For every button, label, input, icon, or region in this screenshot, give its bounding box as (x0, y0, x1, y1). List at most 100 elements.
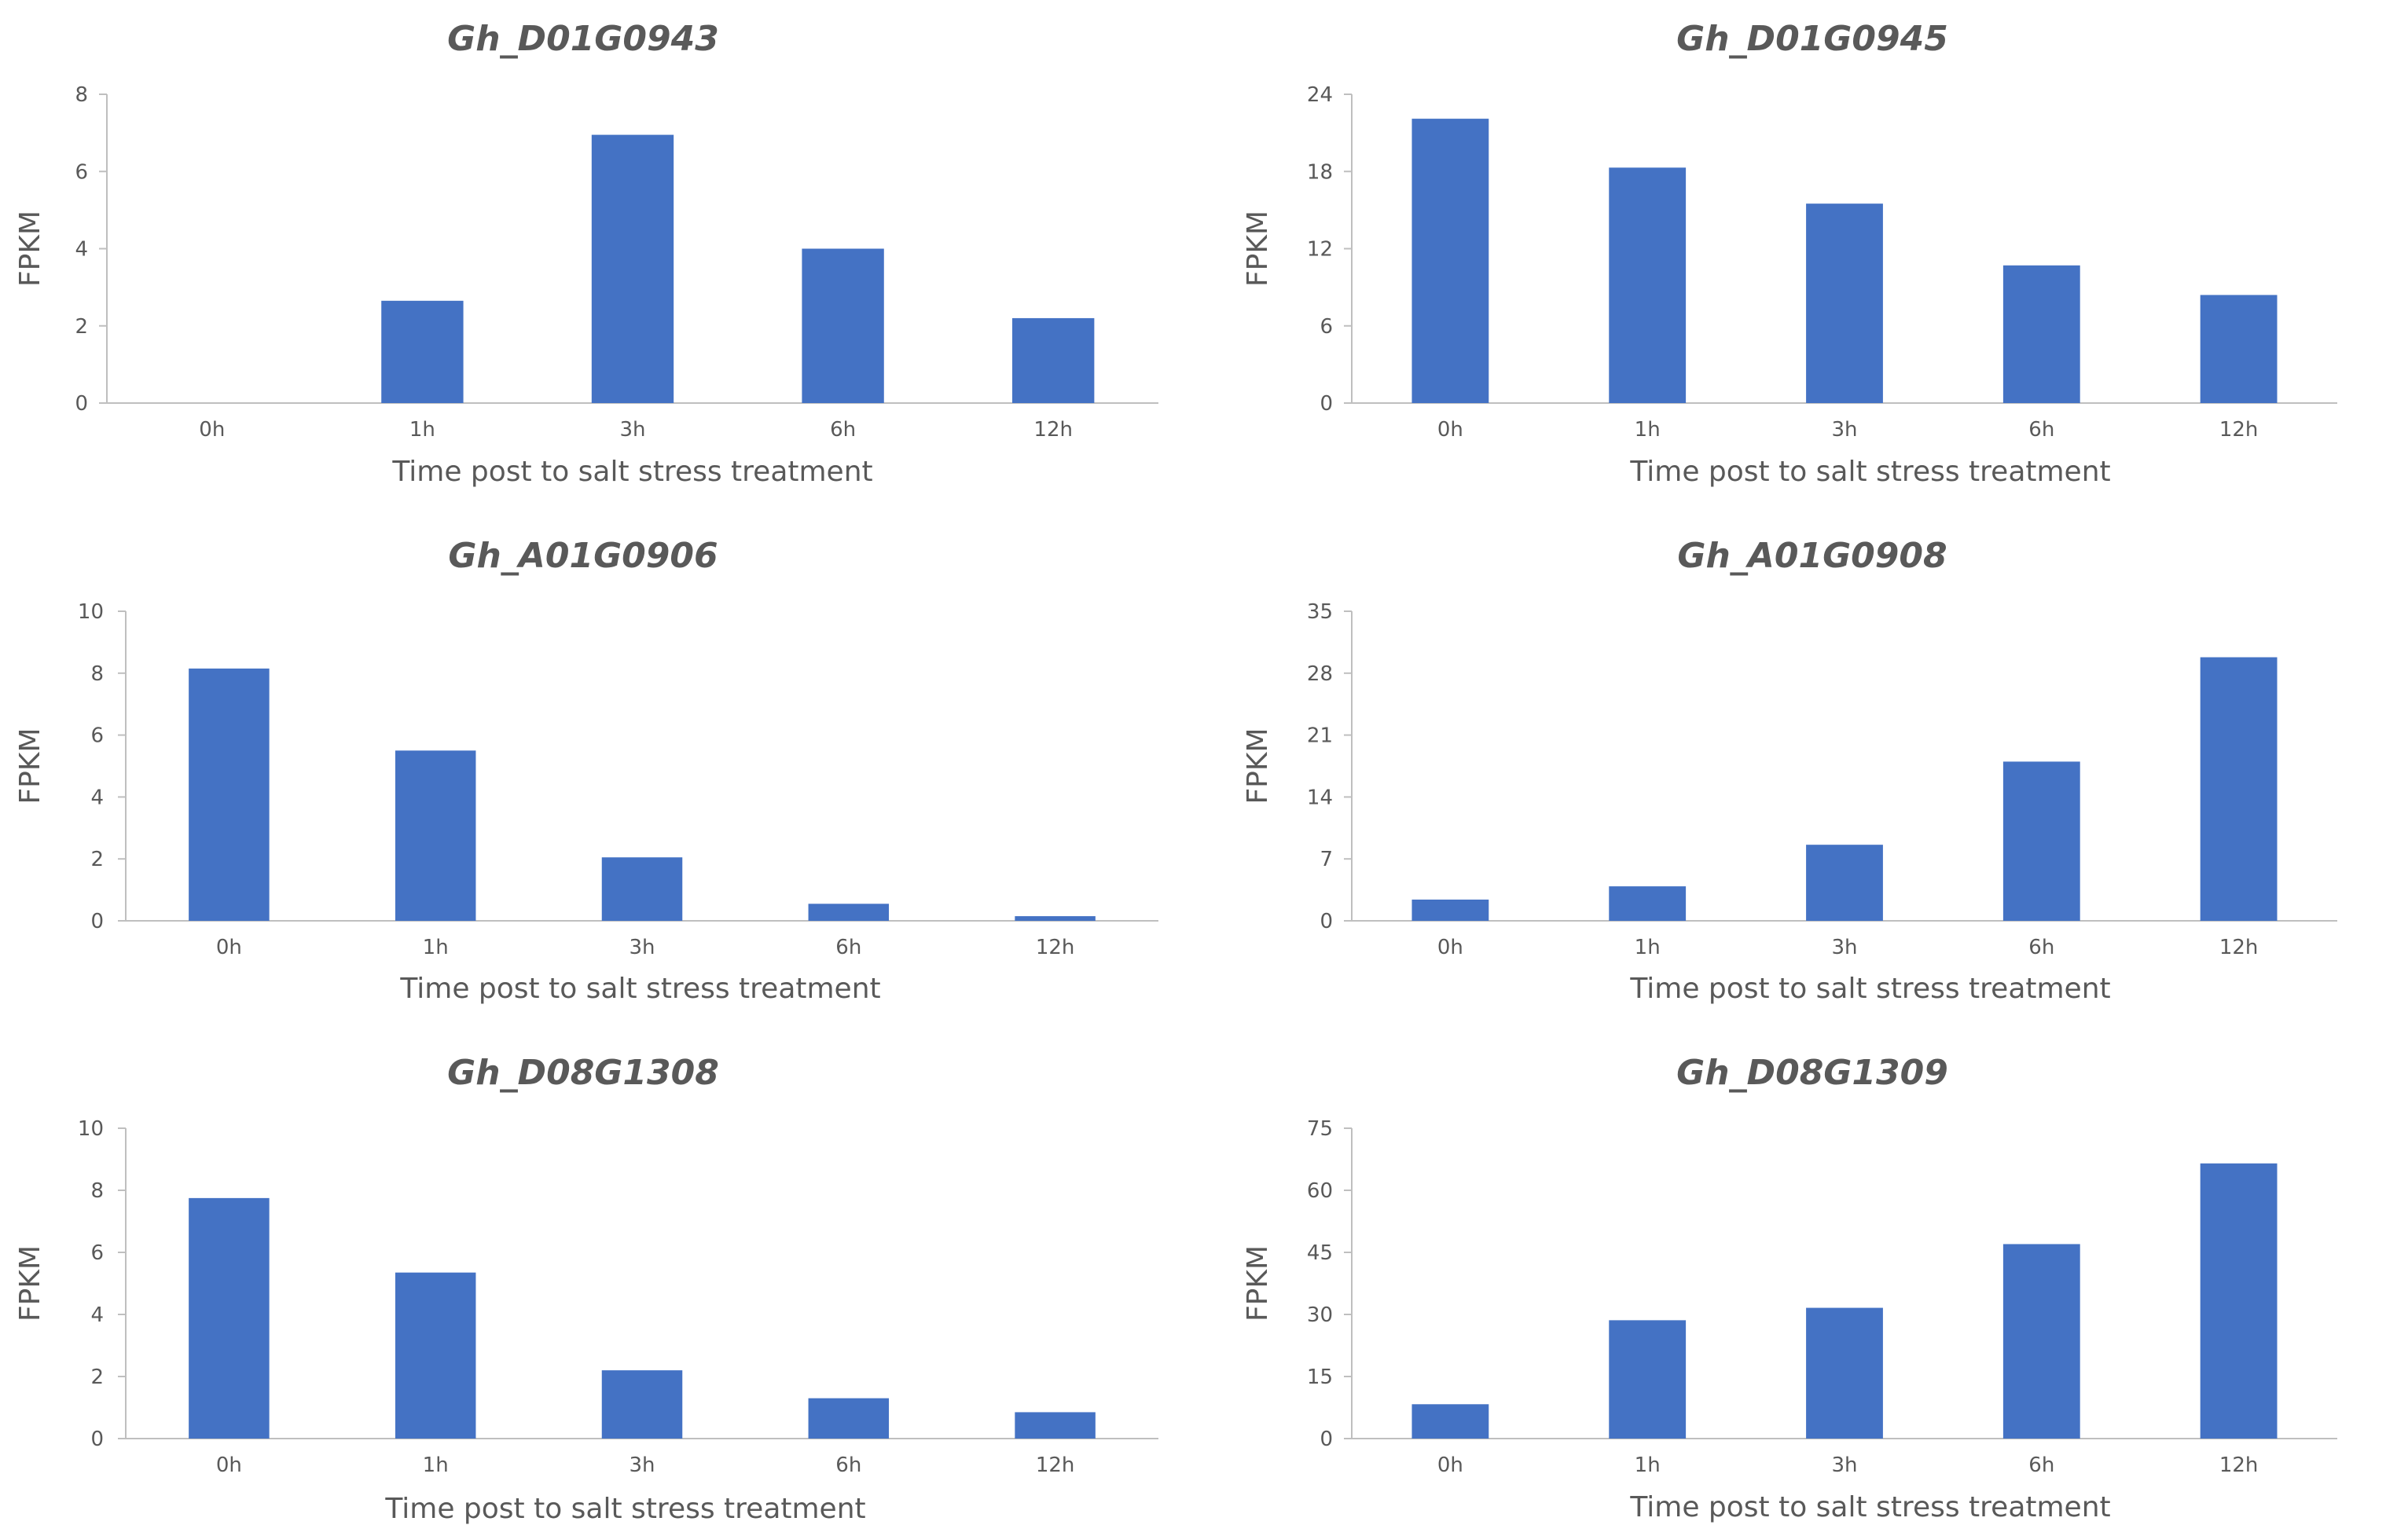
x-tick-label: 3h (629, 936, 655, 959)
bar-0h (1411, 899, 1489, 921)
x-tick-label: 12h (2219, 936, 2259, 959)
y-tick-label: 10 (78, 600, 104, 624)
bar-6h (808, 1398, 890, 1439)
x-tick-label: 3h (1831, 936, 1857, 959)
x-tick-label: 6h (835, 1454, 861, 1477)
y-tick-label: 8 (75, 83, 88, 107)
y-tick-label: 45 (1307, 1241, 1333, 1265)
x-axis-title: Time post to salt stress treatment (384, 1493, 865, 1525)
bar-6h (802, 248, 884, 403)
y-tick-label: 75 (1307, 1117, 1333, 1141)
y-axis-title: FPKM (14, 728, 46, 804)
x-tick-label: 12h (1036, 1454, 1075, 1477)
y-tick-label: 7 (1320, 848, 1333, 871)
chart-title: Gh_D01G0943 (447, 19, 719, 59)
y-tick-label: 2 (90, 1366, 104, 1389)
bar-3h (1806, 203, 1883, 403)
y-tick-label: 0 (75, 392, 88, 416)
y-tick-label: 35 (1307, 600, 1333, 624)
bar-0h (1411, 1404, 1489, 1439)
x-tick-label: 3h (1831, 418, 1857, 442)
bar-0h (1411, 119, 1489, 404)
bar-12h (1015, 916, 1096, 921)
y-tick-label: 2 (90, 848, 104, 871)
x-tick-label: 6h (830, 418, 856, 442)
x-tick-label: 6h (835, 936, 861, 959)
bar-6h (808, 904, 890, 921)
bar-1h (381, 300, 464, 403)
bar-12h (1012, 317, 1095, 403)
bar-6h (2002, 761, 2080, 921)
x-tick-label: 12h (1033, 418, 1073, 442)
x-tick-label: 6h (2028, 936, 2054, 959)
x-tick-label: 12h (1036, 936, 1075, 959)
bar-1h (1609, 1320, 1687, 1439)
x-tick-label: 1h (1635, 418, 1661, 442)
y-tick-label: 0 (1320, 910, 1333, 933)
x-tick-label: 12h (2219, 418, 2259, 442)
y-tick-label: 8 (90, 662, 104, 686)
y-axis-title: FPKM (14, 211, 46, 287)
x-tick-label: 6h (2028, 1454, 2054, 1477)
x-tick-label: 3h (619, 418, 645, 442)
x-tick-label: 0h (1437, 1454, 1463, 1477)
x-axis-title: Time post to salt stress treatment (1629, 456, 2110, 488)
x-tick-label: 6h (2028, 418, 2054, 442)
x-tick-label: 0h (1437, 936, 1463, 959)
bar-3h (601, 857, 683, 921)
bar-3h (591, 134, 674, 404)
bar-1h (395, 750, 476, 921)
y-tick-label: 6 (75, 160, 88, 184)
x-tick-label: 1h (423, 1454, 449, 1477)
x-tick-label: 1h (409, 418, 435, 442)
chart-panel-6: Gh_D08G1309 0 15 30 45 60 75 0h 1h 3h 6h 12h Time po… (1242, 1053, 2337, 1523)
x-axis-title: Time post to salt stress treatment (399, 973, 880, 1005)
chart-panel-3: Gh_A01G0906 0 2 4 6 8 10 0h 1h 3h 6h 12h Time post t… (14, 536, 1158, 1005)
bar-0h (189, 668, 270, 921)
y-tick-label: 4 (90, 786, 104, 809)
bar-1h (1609, 886, 1687, 921)
y-tick-label: 4 (75, 238, 88, 262)
chart-panel-2: Gh_D01G0945 0 6 12 18 24 0h 1h 3h 6h 12h Time post … (1242, 19, 2337, 488)
x-tick-label: 0h (1437, 418, 1463, 442)
y-tick-label: 2 (75, 315, 88, 339)
y-tick-label: 8 (90, 1179, 104, 1203)
y-tick-label: 6 (90, 1241, 104, 1265)
chart-title: Gh_D08G1308 (447, 1053, 719, 1093)
y-tick-label: 0 (1320, 1428, 1333, 1451)
bar-3h (601, 1370, 683, 1439)
chart-title: Gh_A01G0908 (1677, 536, 1947, 576)
chart-panel-1: Gh_D01G0943 0 2 4 6 8 0h 1h 3h 6h 12h Time post to … (14, 19, 1158, 488)
bar-0h (189, 1197, 270, 1439)
y-tick-label: 0 (1320, 392, 1333, 416)
y-tick-label: 4 (90, 1303, 104, 1327)
y-axis-title: FPKM (1242, 211, 1274, 287)
bar-12h (2200, 1163, 2278, 1439)
y-tick-label: 6 (90, 724, 104, 748)
x-axis-title: Time post to salt stress treatment (391, 456, 872, 488)
chart-title: Gh_D01G0945 (1676, 19, 1948, 59)
y-tick-label: 21 (1307, 724, 1333, 748)
x-tick-label: 1h (423, 936, 449, 959)
bar-1h (395, 1272, 476, 1439)
bar-12h (2200, 295, 2278, 403)
y-axis-title: FPKM (1242, 728, 1274, 804)
y-tick-label: 0 (90, 1428, 104, 1451)
bar-6h (2002, 265, 2080, 403)
x-axis-title: Time post to salt stress treatment (1629, 973, 2110, 1005)
x-tick-label: 0h (216, 1454, 242, 1477)
chart-title: Gh_D08G1309 (1676, 1053, 1948, 1093)
bar-1h (1609, 167, 1687, 403)
x-tick-label: 1h (1635, 936, 1661, 959)
y-tick-label: 10 (78, 1117, 104, 1141)
bar-6h (2002, 1244, 2080, 1439)
y-tick-label: 60 (1307, 1179, 1333, 1203)
x-tick-label: 0h (216, 936, 242, 959)
y-tick-label: 24 (1307, 83, 1333, 107)
x-tick-label: 3h (629, 1454, 655, 1477)
x-tick-label: 3h (1831, 1454, 1857, 1477)
bar-3h (1806, 845, 1883, 921)
bar-3h (1806, 1307, 1883, 1439)
y-tick-label: 12 (1307, 238, 1333, 262)
